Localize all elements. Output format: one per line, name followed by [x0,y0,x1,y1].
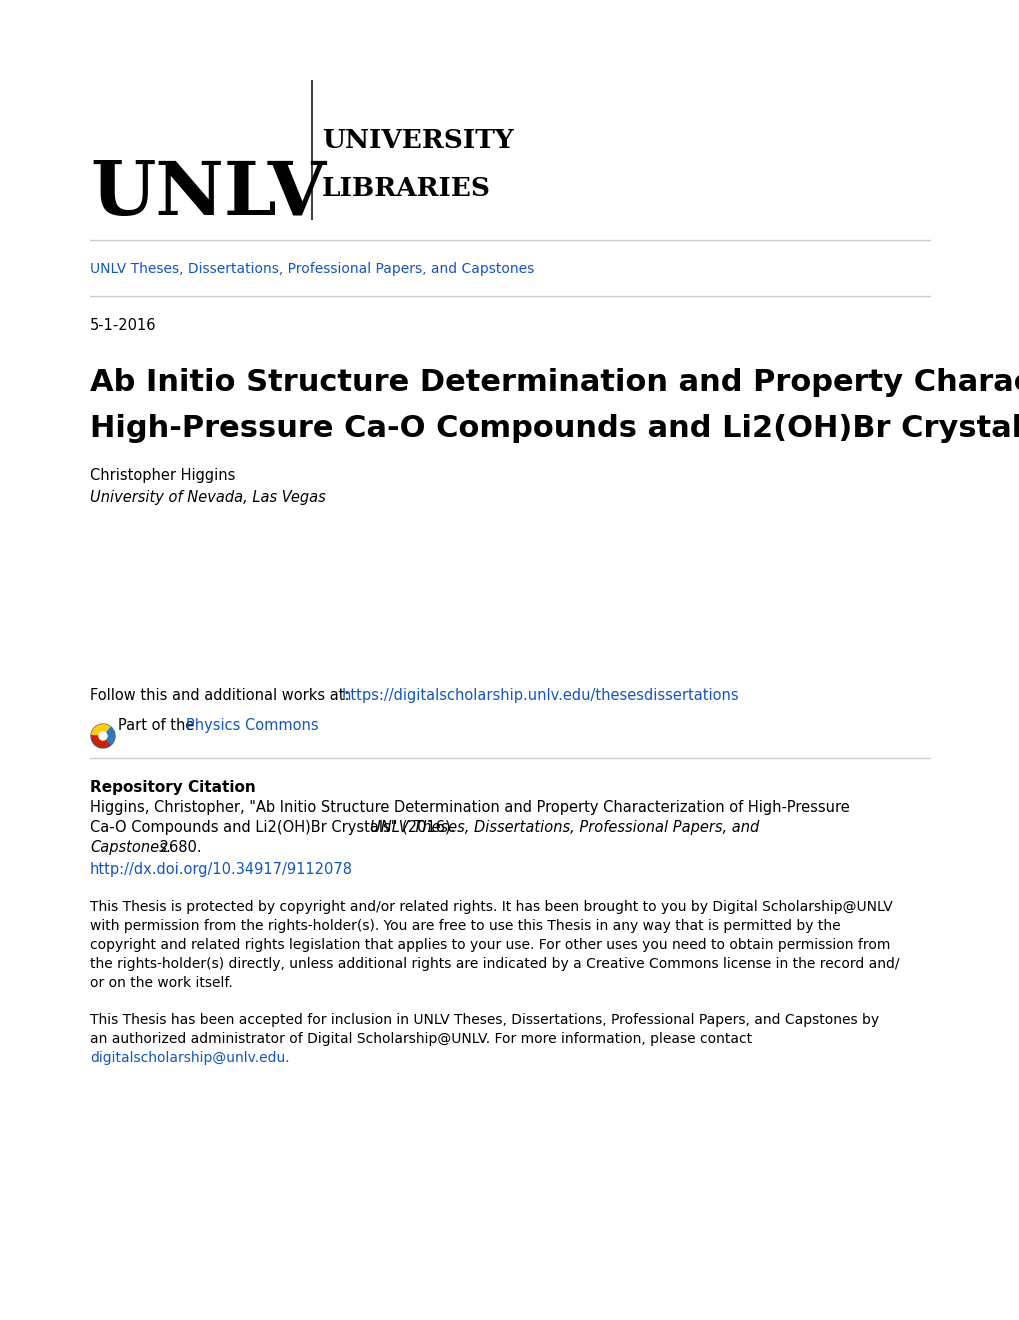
Text: Ca-O Compounds and Li2(OH)Br Crystals" (2016).: Ca-O Compounds and Li2(OH)Br Crystals" (… [90,820,460,836]
Text: digitalscholarship@unlv.edu.: digitalscholarship@unlv.edu. [90,1051,289,1065]
Text: 2680.: 2680. [155,840,202,855]
Circle shape [99,733,107,741]
Text: Repository Citation: Repository Citation [90,780,256,795]
Text: UNLV Theses, Dissertations, Professional Papers, and Capstones: UNLV Theses, Dissertations, Professional… [90,261,534,276]
Text: copyright and related rights legislation that applies to your use. For other use: copyright and related rights legislation… [90,939,890,952]
Text: 5-1-2016: 5-1-2016 [90,318,156,333]
Wedge shape [91,723,111,735]
Text: UNLV Theses, Dissertations, Professional Papers, and: UNLV Theses, Dissertations, Professional… [370,820,758,836]
Text: an authorized administrator of Digital Scholarship@UNLV. For more information, p: an authorized administrator of Digital S… [90,1032,751,1045]
Text: https://digitalscholarship.unlv.edu/thesesdissertations: https://digitalscholarship.unlv.edu/thes… [341,688,739,704]
Circle shape [91,723,115,748]
Text: UNLV: UNLV [90,158,326,231]
Text: This Thesis is protected by copyright and/or related rights. It has been brought: This Thesis is protected by copyright an… [90,900,892,913]
Text: Physics Commons: Physics Commons [185,718,318,733]
Text: Part of the: Part of the [118,718,199,733]
Text: Follow this and additional works at:: Follow this and additional works at: [90,688,354,704]
Text: High-Pressure Ca-O Compounds and Li2(OH)Br Crystals: High-Pressure Ca-O Compounds and Li2(OH)… [90,414,1019,444]
Text: LIBRARIES: LIBRARIES [322,176,490,201]
Text: This Thesis has been accepted for inclusion in UNLV Theses, Dissertations, Profe: This Thesis has been accepted for inclus… [90,1012,878,1027]
Text: Christopher Higgins: Christopher Higgins [90,469,235,483]
Text: UNIVERSITY: UNIVERSITY [322,128,514,153]
Text: with permission from the rights-holder(s). You are free to use this Thesis in an: with permission from the rights-holder(s… [90,919,840,933]
Text: the rights-holder(s) directly, unless additional rights are indicated by a Creat: the rights-holder(s) directly, unless ad… [90,957,899,972]
Text: Ab Initio Structure Determination and Property Characterization of: Ab Initio Structure Determination and Pr… [90,368,1019,397]
Text: University of Nevada, Las Vegas: University of Nevada, Las Vegas [90,490,325,506]
Text: Capstones.: Capstones. [90,840,171,855]
Text: http://dx.doi.org/10.34917/9112078: http://dx.doi.org/10.34917/9112078 [90,862,353,876]
Text: or on the work itself.: or on the work itself. [90,975,232,990]
Text: Higgins, Christopher, "Ab Initio Structure Determination and Property Characteri: Higgins, Christopher, "Ab Initio Structu… [90,800,849,814]
Wedge shape [91,735,111,748]
